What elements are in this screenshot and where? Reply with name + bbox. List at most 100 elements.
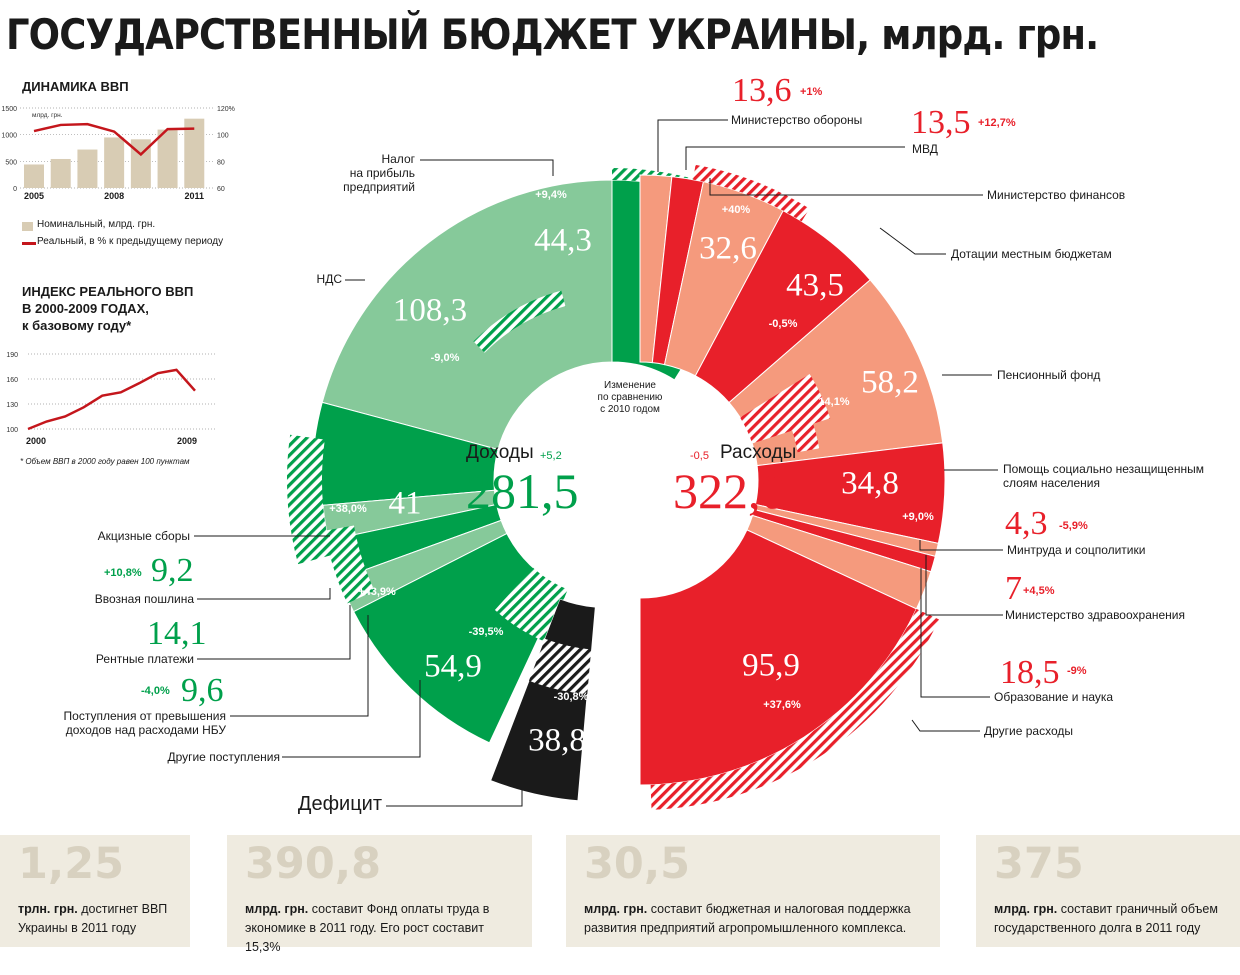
tick-label: 500 — [5, 159, 17, 166]
fact-desc: составит Фонд оплаты труда в экономике в… — [245, 902, 490, 954]
bar — [50, 158, 71, 188]
label-social: Помощь социально незащищенным слоям насе… — [1003, 462, 1204, 490]
label-pension: Пенсионный фонд — [997, 368, 1101, 382]
label-edu: Образование и наука — [994, 690, 1114, 704]
fact-unit: трлн. грн. — [18, 902, 78, 916]
segment-vvoz — [322, 489, 498, 541]
edu-pct: -9% — [1067, 665, 1087, 677]
fact-card: 1,25 трлн. грн. достигнет ВВП Украины в … — [0, 835, 190, 947]
fact-unit: млрд. грн. — [245, 902, 309, 916]
fact-unit: млрд. грн. — [584, 902, 648, 916]
fact-number: 30,5 — [584, 839, 691, 889]
leader-mo — [657, 119, 728, 172]
label-nds: НДС — [316, 272, 342, 286]
change-band-rent — [324, 525, 375, 604]
leader-deficit — [386, 790, 523, 807]
gdp-index-line — [27, 368, 196, 431]
fact-text: трлн. грн. достигнет ВВП Украины в 2011 … — [18, 900, 180, 938]
mo-value: 13,6 — [732, 72, 792, 109]
mvd-pct: +12,7% — [978, 117, 1016, 129]
leader-edu — [920, 568, 990, 698]
segment-other-in — [352, 532, 563, 744]
fact-card: 390,8 млрд. грн. составит Фонд оплаты тр… — [227, 835, 532, 954]
ring-value-pension: 58,2 — [861, 364, 919, 401]
bar — [24, 164, 44, 188]
fact-desc: составит бюджетная и налоговая поддержка… — [584, 902, 911, 935]
label-deficit: Дефицит — [297, 793, 382, 815]
change-band-minfin — [692, 164, 810, 222]
gdp-dynamics-chart: 1500 120% 1000 100 500 80 0 60 млрд. грн. 2005 200… — [1, 106, 235, 201]
fact-number: 390,8 — [245, 839, 382, 889]
tick-label: 190 — [6, 352, 18, 359]
legend-real: Реальный, в % к предыдущему периоду — [37, 236, 224, 247]
label-nbu-line: доходов над расходами НБУ — [65, 723, 226, 737]
bar — [104, 137, 125, 188]
gdp-index-footnote: * Объем ВВП в 2000 году равен 100 пункта… — [20, 457, 190, 466]
change-band-akciz — [287, 434, 332, 565]
gdp-index-title: ИНДЕКС РЕАЛЬНОГО ВВП В 2000-2009 ГОДАХ, … — [22, 283, 193, 334]
vvoz-value: 9,2 — [151, 552, 194, 589]
tick-label: 160 — [6, 377, 18, 384]
unit-label: млрд. грн. — [32, 112, 63, 119]
center-note-line: по сравнению — [597, 392, 663, 403]
fact-desc: достигнет ВВП Украины в 2011 году — [18, 902, 168, 935]
fact-text: млрд. грн. составит граничный объем госу… — [994, 900, 1230, 938]
label-social-line: Помощь социально незащищенным — [1003, 462, 1204, 476]
leader-vvoz — [197, 588, 331, 600]
leader-dotacii — [879, 227, 946, 255]
fact-card: 30,5 млрд. грн. составит бюджетная и нал… — [566, 835, 940, 947]
ring-pct-dotacii: -0,5% — [768, 318, 798, 330]
ring-value-nalog: 44,3 — [534, 222, 592, 259]
fact-unit: млрд. грн. — [994, 902, 1058, 916]
ring-value-deficit: 38,8 — [528, 722, 586, 759]
minzdrav-pct: +4,5% — [1023, 585, 1055, 597]
expense-label: Расходы — [720, 442, 797, 463]
tick-label: 60 — [217, 186, 225, 193]
label-nalog-line: Налог — [381, 152, 415, 166]
legend-real-swatch — [22, 242, 36, 245]
gdp-index-title-line: к базовому году* — [22, 318, 132, 333]
leader-minzdrav — [925, 555, 1003, 616]
center-note: Изменение по сравнению с 2010 годом — [575, 380, 685, 416]
bar — [157, 129, 178, 188]
gdp-index-title-line: ИНДЕКС РЕАЛЬНОГО ВВП — [22, 284, 194, 299]
bar — [77, 149, 98, 188]
fact-card: 375 млрд. грн. составит граничный объем … — [976, 835, 1240, 947]
label-other-out: Другие расходы — [984, 724, 1074, 738]
legend-nominal: Номинальный, млрд. грн. — [37, 219, 156, 230]
x-tick-label: 2009 — [177, 436, 197, 446]
ring-pct-akciz: +38,0% — [329, 503, 367, 515]
label-mintrud: Минтруда и соцполитики — [1007, 543, 1146, 557]
x-tick-label: 2005 — [24, 191, 44, 201]
nbu-value: 9,6 — [181, 672, 224, 709]
leader-rent — [197, 605, 351, 660]
leader-mvd — [685, 146, 905, 170]
real-gdp-line — [33, 122, 195, 157]
leader-other-out — [911, 719, 980, 732]
income-total: 281,5 — [466, 463, 579, 519]
ring-pct-deficit: -30,8% — [553, 691, 589, 703]
tick-label: 0 — [13, 186, 17, 193]
ring-value-other-in: 54,9 — [424, 648, 482, 685]
bar — [184, 118, 205, 188]
ring-value-other-out: 95,9 — [742, 647, 800, 684]
income-label: Доходы — [466, 442, 534, 463]
tick-label: 120% — [217, 106, 235, 113]
change-band-deficit — [528, 638, 592, 695]
fact-desc: составит граничный объем государственног… — [994, 902, 1218, 935]
nbu-pct: -4,0% — [141, 685, 170, 697]
segment-other-out — [639, 529, 918, 786]
ring-pct-pension: 14,1% — [818, 396, 850, 408]
ring-value-akciz: 41 — [388, 485, 422, 522]
label-other-in: Другие поступления — [167, 750, 280, 764]
x-tick-label: 2000 — [26, 436, 46, 446]
minzdrav-value: 7 — [1005, 570, 1022, 607]
label-social-line: слоям населения — [1003, 476, 1100, 490]
rent-value: 14,1 — [147, 615, 207, 652]
change-band-dotacii — [740, 374, 831, 444]
label-nbu-line: Поступления от превышения — [63, 709, 226, 723]
fact-text: млрд. грн. составит Фонд оплаты труда в … — [245, 900, 522, 957]
edu-value: 18,5 — [1000, 654, 1060, 691]
tick-label: 100 — [6, 427, 18, 434]
ring-pct-other-in: -39,5% — [468, 626, 504, 638]
